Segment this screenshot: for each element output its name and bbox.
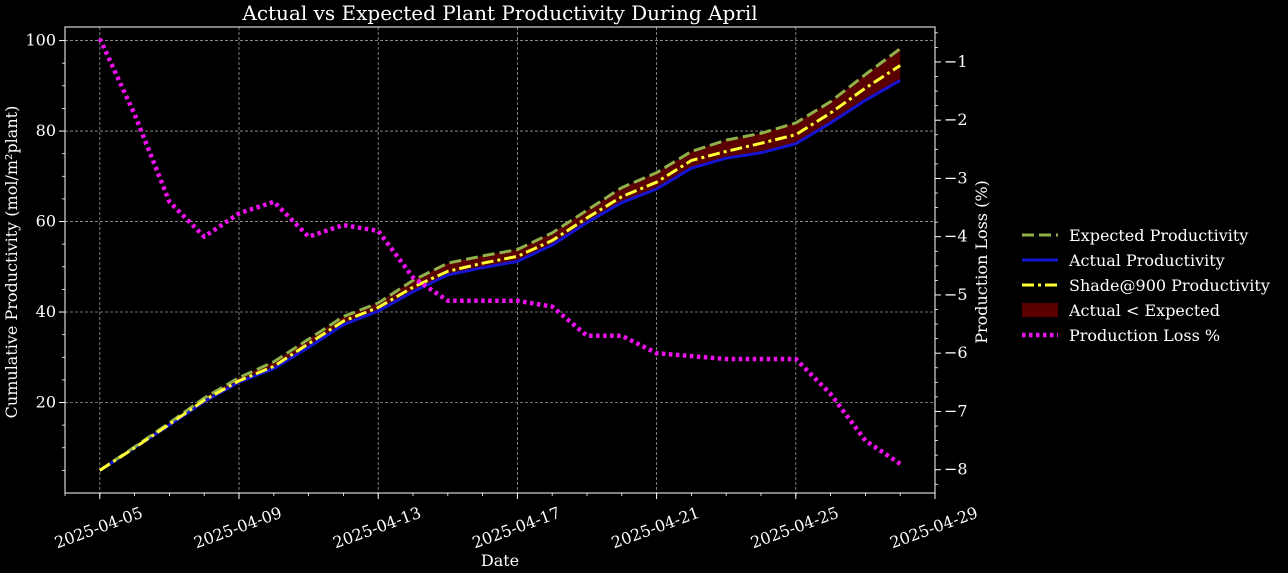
series-shade-900-productivity-line [98, 64, 902, 472]
x-tick-label: 2025-04-29 [887, 503, 980, 552]
x-tick-label: 2025-04-21 [609, 503, 702, 552]
legend-label-production-loss: Production Loss % [1069, 326, 1220, 345]
x-tick-label: 2025-04-05 [52, 503, 145, 552]
y-axis-label: Cumulative Productivity (mol/m²plant) [2, 106, 21, 419]
x-axis-label: Date [481, 551, 519, 570]
series-actual-productivity-line [98, 79, 901, 472]
series-lines [97, 37, 902, 472]
y2-tick-label: −1 [944, 52, 968, 71]
y2-tick-label: −5 [944, 285, 968, 304]
series-expected-productivity-line [98, 47, 902, 472]
y2-tick-label: −4 [944, 227, 968, 246]
legend-label-actual-productivity: Actual Productivity [1068, 251, 1225, 270]
y2-tick-label: −8 [944, 460, 968, 479]
y2-tick-label: −7 [944, 401, 968, 420]
x-tick-label: 2025-04-09 [191, 503, 284, 552]
x-tick-label: 2025-04-17 [470, 503, 563, 552]
y-tick-label: 20 [36, 393, 56, 412]
y-tick-label: 100 [25, 31, 56, 50]
legend: Expected Productivity Actual Productivity… [1022, 226, 1270, 345]
plot-frame [64, 26, 936, 494]
y2-axis-label: Production Loss (%) [972, 180, 991, 344]
y2-tick-label: −2 [944, 110, 968, 129]
y-tick-label: 60 [36, 212, 56, 231]
chart-title: Actual vs Expected Plant Productivity Du… [241, 1, 757, 25]
y2-tick-label: −6 [944, 343, 968, 362]
x-tick-label: 2025-04-25 [748, 503, 841, 552]
legend-label-actual-expected: Actual < Expected [1068, 301, 1220, 320]
series-production-loss-line [97, 37, 902, 466]
legend-swatch-actual-expected [1022, 303, 1058, 317]
y-tick-label: 80 [36, 121, 56, 140]
legend-label-expected-productivity: Expected Productivity [1069, 226, 1248, 245]
y-tick-label: 40 [36, 302, 56, 321]
y2-tick-label: −3 [944, 168, 968, 187]
legend-label-shade-900-productivity: Shade@900 Productivity [1069, 276, 1270, 295]
x-tick-label: 2025-04-13 [330, 503, 423, 552]
